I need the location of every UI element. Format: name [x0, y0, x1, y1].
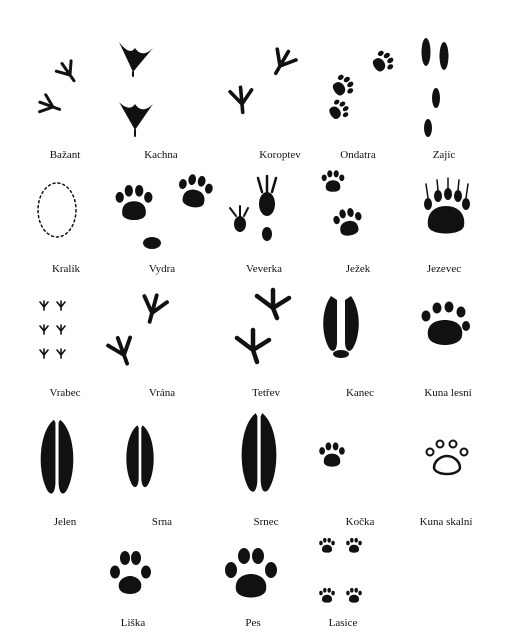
- label-ondatra: Ondatra: [340, 149, 376, 161]
- label-jelen: Jelen: [53, 516, 77, 528]
- kralik-track-icon: [37, 182, 77, 238]
- label-vrabec: Vrabec: [49, 387, 81, 399]
- liska-track-icon: [110, 551, 151, 594]
- kocka-track-icon: [319, 442, 345, 467]
- label-srnec: Srnec: [253, 516, 279, 528]
- srna-track-icon: [126, 425, 154, 488]
- veverka-track-icon: [229, 174, 278, 241]
- label-tetrev: Tetřev: [252, 387, 280, 399]
- zajic-track-icon: [421, 38, 449, 137]
- vrabec-track-icon: [39, 300, 66, 359]
- label-koroptev: Koroptev: [259, 149, 301, 161]
- kanec-track-icon: [323, 296, 359, 358]
- label-bazant: Bažant: [49, 149, 81, 161]
- koroptev-track-icon: [227, 44, 300, 116]
- label-jezek: Ježek: [345, 263, 371, 275]
- jelen-track-icon: [40, 419, 74, 494]
- label-kachna: Kachna: [144, 149, 178, 161]
- kachna-track-icon: [119, 42, 153, 137]
- label-vrana: Vrána: [148, 387, 176, 399]
- ondatra-track-icon: [325, 47, 398, 124]
- label-liska: Liška: [120, 617, 146, 629]
- label-srna: Srna: [151, 516, 173, 528]
- vrana-track-icon: [104, 290, 170, 370]
- label-zajic: Zajíc: [432, 149, 456, 161]
- label-kuna-skalni: Kuna skalní: [419, 516, 473, 528]
- label-kanec: Kanec: [345, 387, 375, 399]
- label-lasice: Lasice: [328, 617, 358, 629]
- kuna-lesni-track-icon: [421, 301, 470, 345]
- label-vydra: Vydra: [148, 263, 176, 275]
- label-veverka: Veverka: [245, 263, 283, 275]
- label-jezevec: Jezevec: [426, 263, 462, 275]
- label-kralik: Kralík: [51, 263, 81, 275]
- tetrev-track-icon: [234, 287, 292, 365]
- pes-track-icon: [225, 548, 277, 598]
- lasice-track-icon: [319, 537, 362, 603]
- kuna-skalni-track-icon: [425, 439, 469, 476]
- jezek-track-icon: [321, 170, 365, 238]
- label-pes: Pes: [245, 617, 261, 629]
- bazant-track-icon: [35, 56, 83, 120]
- vydra-track-icon: [115, 172, 215, 249]
- label-kuna-lesni: Kuna lesní: [424, 387, 472, 399]
- srnec-track-icon: [241, 413, 277, 492]
- jezevec-track-icon: [424, 177, 470, 234]
- label-kocka: Kočka: [345, 516, 375, 528]
